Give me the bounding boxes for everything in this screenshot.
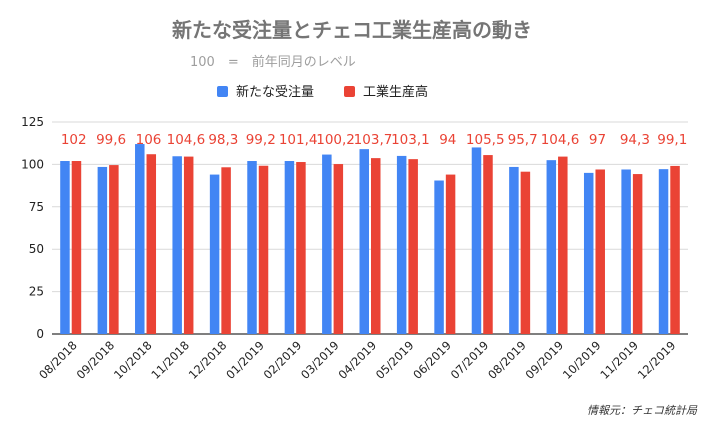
bar-production: [595, 169, 605, 334]
bar-orders: [209, 174, 220, 334]
bar-orders: [546, 160, 557, 334]
bar-orders: [322, 154, 332, 334]
data-label-production: 95,7: [508, 132, 538, 148]
x-tick-label: 04/2019: [335, 338, 379, 382]
data-label-production: 94: [439, 132, 456, 148]
data-label-production: 94,3: [620, 132, 650, 148]
y-tick-label: 75: [29, 200, 44, 214]
x-tick-label: 03/2019: [298, 338, 342, 382]
y-axis: 0 25 50 75 100 125: [21, 115, 44, 341]
legend-swatch-production: [344, 86, 355, 97]
bar-orders: [658, 169, 669, 334]
x-axis: 08/201809/201810/201811/201812/201801/20…: [36, 338, 678, 382]
bar-orders: [434, 180, 444, 334]
x-tick-label: 12/2019: [635, 338, 679, 382]
data-label-production: 103,1: [391, 132, 430, 148]
x-tick-label: 11/2018: [148, 338, 192, 382]
bar-production: [670, 165, 680, 334]
bar-production: [371, 158, 381, 334]
legend-swatch-orders: [217, 86, 228, 97]
bar-production: [520, 171, 531, 334]
bar-orders: [621, 169, 631, 334]
data-label-production: 100,2: [316, 132, 355, 148]
data-label-production: 103,7: [354, 132, 393, 148]
legend-label-production: 工業生産高: [363, 84, 428, 100]
data-label-production: 97: [589, 132, 606, 148]
x-tick-label: 09/2019: [522, 338, 566, 382]
data-label-production: 98,3: [208, 132, 238, 148]
x-tick-label: 06/2019: [410, 338, 454, 382]
bar-orders: [396, 155, 407, 334]
gridlines: [52, 121, 688, 335]
bars: [60, 144, 680, 334]
x-tick-label: 12/2018: [186, 338, 230, 382]
bar-orders: [509, 166, 519, 334]
bar-orders: [135, 144, 145, 334]
data-label-production: 99,6: [96, 132, 126, 148]
bar-orders: [359, 149, 369, 334]
data-label-production: 99,1: [657, 132, 687, 148]
bar-orders: [471, 147, 482, 334]
y-tick-label: 125: [21, 115, 44, 129]
bar-production: [558, 156, 568, 334]
data-label-production: 104,6: [167, 132, 206, 148]
x-tick-label: 08/2019: [485, 338, 529, 382]
bar-production: [258, 165, 269, 334]
data-labels: 102 99,6 106 104,6 98,3 99,2 101,4100,2103,710…: [61, 132, 688, 148]
x-tick-label: 08/2018: [36, 338, 80, 382]
x-tick-label: 11/2019: [597, 338, 641, 382]
bar-production: [333, 164, 344, 334]
bar-orders: [284, 161, 295, 334]
bar-orders: [60, 161, 70, 334]
legend: 新たな受注量 工業生産高: [217, 84, 428, 100]
x-tick-label: 10/2018: [111, 338, 155, 382]
bar-production: [183, 156, 194, 334]
bar-production: [408, 159, 418, 334]
x-tick-label: 09/2018: [74, 338, 118, 382]
bar-orders: [583, 172, 594, 334]
bar-production: [296, 162, 306, 334]
x-tick-label: 01/2019: [223, 338, 267, 382]
bar-production: [632, 174, 643, 334]
y-tick-label: 50: [29, 242, 44, 256]
y-tick-label: 0: [36, 327, 44, 341]
data-label-production: 101,4: [279, 132, 318, 148]
x-tick-label: 10/2019: [560, 338, 604, 382]
data-label-production: 106: [136, 132, 162, 148]
chart-subtitle: 100 = 前年同月のレベル: [190, 54, 356, 70]
bar-orders: [247, 161, 257, 334]
data-label-production: 102: [61, 132, 87, 148]
bar-production: [483, 155, 493, 334]
bar-production: [109, 165, 119, 334]
legend-label-orders: 新たな受注量: [236, 84, 314, 100]
data-label-production: 99,2: [246, 132, 276, 148]
data-label-production: 105,5: [466, 132, 505, 148]
source-note: 情報元：チェコ統計局: [587, 404, 698, 417]
y-tick-label: 25: [29, 285, 44, 299]
x-tick-label: 05/2019: [373, 338, 417, 382]
bar-orders: [97, 166, 108, 334]
y-tick-label: 100: [21, 157, 44, 171]
bar-production: [221, 167, 231, 334]
data-label-production: 104,6: [541, 132, 580, 148]
x-tick-label: 07/2019: [448, 338, 492, 382]
x-tick-label: 02/2019: [261, 338, 305, 382]
bar-production: [146, 154, 157, 334]
chart-title: 新たな受注量とチェコ工業生産高の動き: [172, 18, 532, 42]
bar-production: [445, 174, 456, 334]
bar-production: [71, 161, 82, 334]
bar-orders: [172, 156, 182, 334]
